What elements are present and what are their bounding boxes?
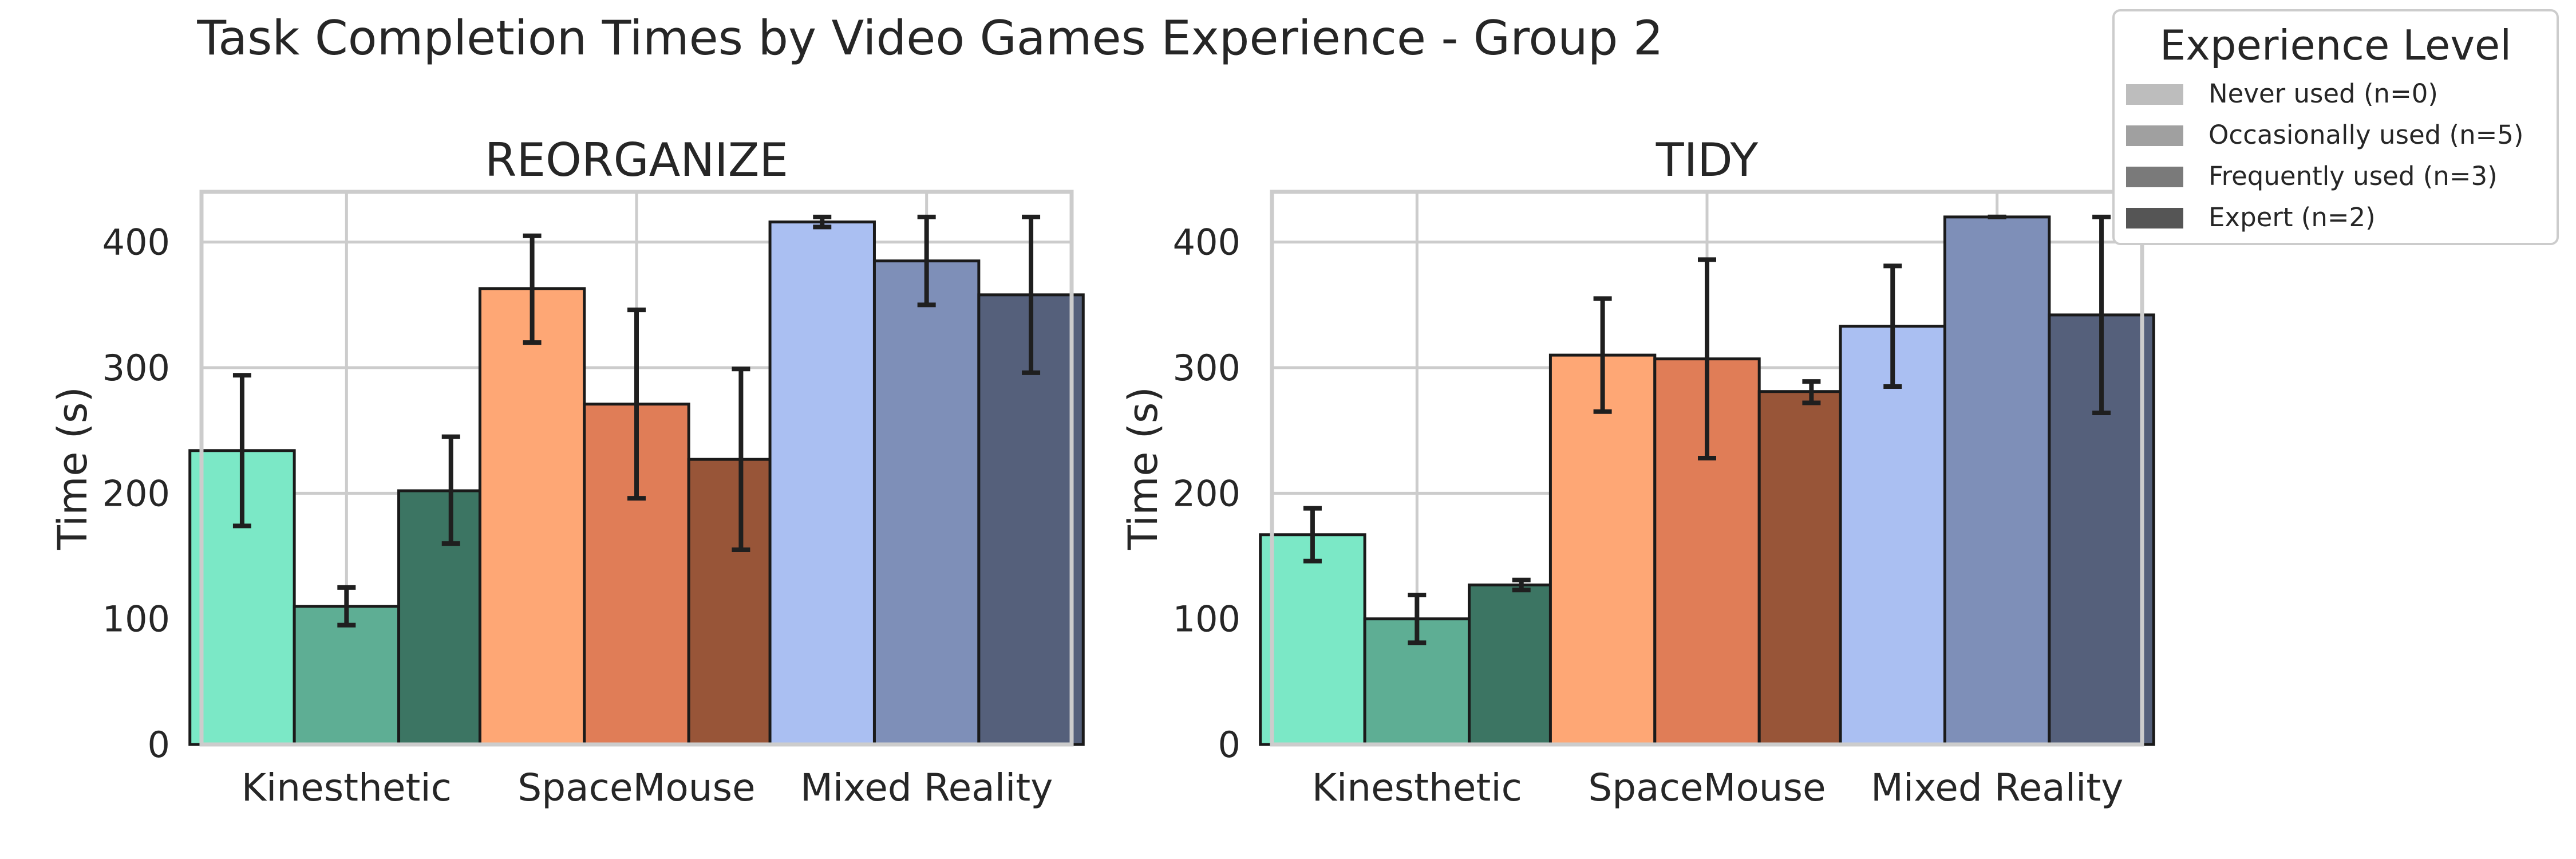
legend-swatch xyxy=(2126,208,2183,228)
y-tick-label: 300 xyxy=(1173,347,1240,389)
legend-label: Never used (n=0) xyxy=(2208,78,2438,109)
x-tick-label: Mixed Reality xyxy=(800,766,1053,810)
legend-swatch xyxy=(2126,84,2183,105)
y-tick-label: 400 xyxy=(1173,222,1240,263)
x-tick-label: Mixed Reality xyxy=(1871,766,2123,810)
bar xyxy=(1548,353,1657,746)
x-tick-label: Kinesthetic xyxy=(242,766,452,810)
legend-label: Expert (n=2) xyxy=(2208,202,2376,233)
bar xyxy=(293,605,401,746)
bar xyxy=(872,259,981,746)
axes-frame xyxy=(199,190,1074,747)
y-tick-label: 100 xyxy=(1173,598,1240,640)
legend-label: Occasionally used (n=5) xyxy=(2208,120,2524,150)
legend-swatch xyxy=(2126,125,2183,146)
bar xyxy=(1839,325,1946,746)
y-tick-label: 400 xyxy=(102,222,170,263)
bar xyxy=(1943,215,2051,746)
y-tick-label: 200 xyxy=(102,472,170,514)
legend: Experience Level Never used (n=0) Occasi… xyxy=(2112,9,2559,245)
legend-swatch xyxy=(2126,167,2183,187)
bar xyxy=(478,287,586,746)
legend-title: Experience Level xyxy=(2159,21,2512,69)
bar xyxy=(1259,533,1366,746)
y-tick-label: 100 xyxy=(102,598,170,640)
subplot-tidy: 0 100 200 300 400 Kinesthetic SpaceMouse Mixed … xyxy=(1120,133,2155,810)
y-tick-label: 0 xyxy=(1218,724,1240,766)
x-tick-label: Kinesthetic xyxy=(1312,766,1522,810)
subplot-title: TIDY xyxy=(1656,133,1759,187)
x-tick-label: SpaceMouse xyxy=(1588,766,1826,810)
y-tick-label: 200 xyxy=(1173,472,1240,514)
y-axis-label: Time (s) xyxy=(1120,387,1167,550)
subplot-reorganize: 0 100 200 300 400 Kinesthetic SpaceMouse Mixed … xyxy=(49,133,1085,810)
axes-frame xyxy=(1270,190,2144,747)
bar xyxy=(768,220,876,746)
y-tick-label: 0 xyxy=(148,724,170,766)
y-tick-label: 300 xyxy=(102,347,170,389)
figure-title: Task Completion Times by Video Games Exp… xyxy=(197,10,1664,66)
subplot-title: REORGANIZE xyxy=(485,133,788,187)
y-axis-label: Time (s) xyxy=(49,387,96,550)
x-tick-label: SpaceMouse xyxy=(517,766,755,810)
legend-label: Frequently used (n=3) xyxy=(2208,161,2498,191)
